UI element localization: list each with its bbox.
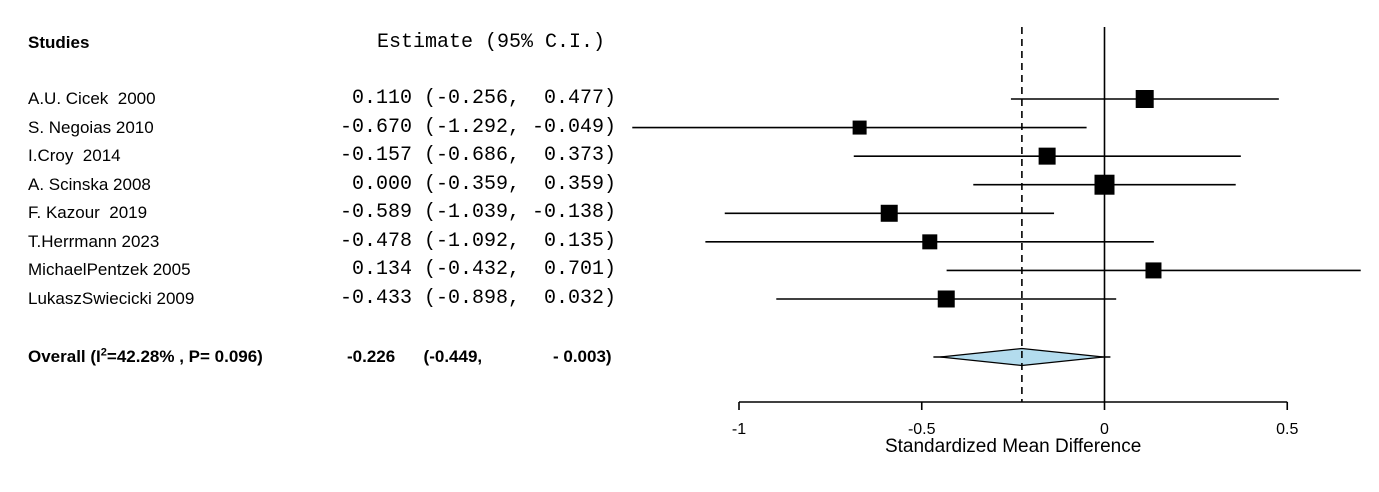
studies-column-header: Studies	[28, 33, 90, 52]
estimate-column-header: Estimate (95% C.I.)	[377, 31, 606, 54]
study-name: F. Kazour 2019	[28, 203, 148, 223]
overall-label-prefix: Overall (I	[28, 347, 101, 366]
study-name: I.Croy 2014	[28, 146, 121, 166]
study-estimate: -0.670 (-1.292, -0.049)	[340, 115, 617, 139]
overall-label: Overall (I2=42.28% , P= 0.096)	[28, 347, 263, 367]
point-estimate-square	[852, 120, 867, 135]
study-estimate: -0.433 (-0.898, 0.032)	[340, 286, 617, 310]
x-axis-title: Standardized Mean Difference	[885, 436, 1141, 457]
x-axis-tick-label: 0	[1100, 421, 1109, 438]
x-axis-tick-label: -0.5	[908, 421, 936, 438]
study-name: LukaszSwiecicki 2009	[28, 288, 195, 308]
point-estimate-square	[1094, 174, 1115, 195]
study-estimate: 0.110 (-0.256, 0.477)	[340, 87, 617, 110]
study-name: S. Negoias 2010	[28, 117, 154, 137]
x-axis-tick-label: -1	[732, 421, 746, 438]
point-estimate-square	[1038, 147, 1056, 165]
point-estimate-square	[1135, 90, 1154, 108]
overall-label-suffix: =42.28% , P= 0.096)	[106, 347, 263, 366]
study-estimate: -0.478 (-1.092, 0.135)	[340, 229, 617, 253]
overall-estimate-value: -0.226 (-0.449, - 0.003)	[347, 347, 612, 366]
study-estimate: 0.000 (-0.359, 0.359)	[340, 172, 617, 196]
study-name: MichaelPentzek 2005	[28, 260, 191, 280]
study-estimate: -0.589 (-1.039, -0.138)	[340, 201, 617, 225]
study-name: A. Scinska 2008	[28, 174, 151, 194]
point-estimate-square	[937, 290, 955, 308]
overall-i-squared-superscript: 2	[100, 346, 107, 359]
study-estimate: -0.157 (-0.686, 0.373)	[340, 144, 617, 168]
point-estimate-square	[880, 204, 898, 222]
study-name: A.U. Cicek 2000	[28, 89, 156, 108]
study-name: T.Herrmann 2023	[28, 231, 160, 251]
x-axis-tick-label: 0.5	[1276, 421, 1298, 438]
point-estimate-square	[922, 234, 938, 250]
point-estimate-square	[1145, 262, 1162, 279]
study-estimate: 0.134 (-0.432, 0.701)	[340, 258, 617, 282]
